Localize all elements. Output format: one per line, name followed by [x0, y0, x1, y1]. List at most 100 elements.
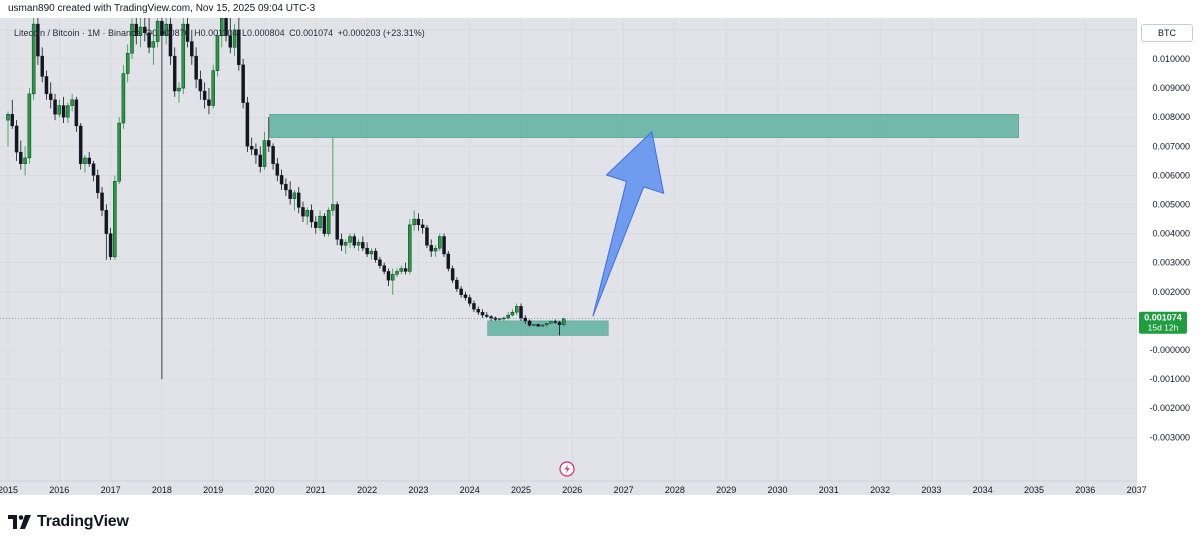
- candle-body: [275, 163, 280, 176]
- ohlc-high: H0.001104: [194, 28, 238, 38]
- arrow-shape[interactable]: [592, 130, 665, 317]
- chart-panel[interactable]: 0.0110000.0100000.0090000.0080000.007000…: [0, 18, 1200, 495]
- time-axis[interactable]: 2015 2016 2017 2018 2019 2020 2021 2022 2023 2024…: [0, 480, 1147, 495]
- candle-body: [322, 215, 327, 234]
- candle-body: [267, 140, 271, 147]
- candle-body: [361, 242, 365, 249]
- candle-body: [412, 218, 416, 226]
- candle-body: [245, 102, 250, 147]
- price-tick-label: 0.003000: [1152, 258, 1190, 268]
- candles: [6, 18, 566, 380]
- candle-body: [442, 236, 446, 255]
- candle-body: [19, 151, 23, 164]
- candle-body: [36, 23, 40, 57]
- candle-body: [399, 268, 404, 272]
- candle-body: [194, 55, 198, 80]
- price-axis[interactable]: 0.0110000.0100000.0090000.0080000.007000…: [1149, 25, 1190, 442]
- candle-body: [185, 23, 190, 42]
- price-tag-countdown: 15d 12h: [1148, 323, 1179, 333]
- tradingview-logo-icon: [8, 515, 31, 529]
- candle-body: [113, 181, 117, 258]
- candle-body: [382, 265, 386, 272]
- symbol-title[interactable]: Litecoin / Bitcoin · 1M · Binance: [14, 28, 141, 38]
- time-tick-label: 2032: [870, 485, 890, 495]
- candle-body: [78, 125, 83, 164]
- price-zone: [487, 320, 609, 336]
- candle-body: [271, 146, 275, 164]
- candle-body: [523, 317, 527, 322]
- candle-body: [305, 210, 309, 217]
- time-tick-label: 2025: [511, 485, 531, 495]
- time-tick-label: 2023: [408, 485, 428, 495]
- time-tick-label: 2017: [101, 485, 121, 495]
- price-tick-label: 0.010000: [1152, 54, 1190, 64]
- candle-body: [326, 210, 331, 234]
- candle-body: [485, 314, 489, 317]
- candle-body: [40, 55, 44, 77]
- candle-body: [284, 183, 288, 191]
- candle-body: [296, 192, 301, 208]
- time-tick-label: 2037: [1127, 485, 1147, 495]
- candle-body: [258, 154, 262, 167]
- candle-body: [343, 242, 348, 246]
- candle-body: [420, 224, 425, 228]
- candle-body: [557, 322, 562, 325]
- time-tick-label: 2016: [49, 485, 69, 495]
- candle-body: [373, 250, 378, 260]
- candle-body: [155, 20, 160, 42]
- candle-body: [160, 20, 164, 36]
- candle-body: [288, 189, 292, 199]
- candle-body: [168, 23, 173, 57]
- price-zone: [269, 113, 1019, 138]
- time-tick-label: 2035: [1024, 485, 1044, 495]
- candle-body: [489, 316, 493, 319]
- candle-body: [335, 204, 339, 240]
- candle-body: [553, 321, 557, 323]
- candle-body: [519, 306, 523, 319]
- candle-body: [70, 99, 74, 106]
- price-tick-label: 0.005000: [1152, 200, 1190, 210]
- candle-body: [510, 311, 515, 316]
- candle-body: [356, 242, 361, 246]
- candle-body: [66, 105, 70, 118]
- candle-body: [438, 236, 442, 249]
- candle-body: [540, 324, 545, 327]
- time-tick-label: 2031: [819, 485, 839, 495]
- projection-arrow[interactable]: [592, 130, 665, 317]
- currency-button[interactable]: BTC: [1141, 24, 1193, 42]
- candle-body: [91, 163, 96, 176]
- candle-body: [241, 64, 245, 103]
- footer-brand-name: TradingView: [37, 513, 129, 530]
- time-tick-label: 2034: [973, 485, 993, 495]
- candle-body: [96, 175, 100, 194]
- time-tick-label: 2024: [460, 485, 480, 495]
- candle-body: [497, 318, 502, 320]
- candle-body: [309, 210, 314, 223]
- lightning-icon[interactable]: [559, 461, 575, 477]
- candle-body: [237, 29, 241, 66]
- price-chart[interactable]: 0.0110000.0100000.0090000.0080000.007000…: [0, 18, 1200, 495]
- ohlc-change: +0.000203 (+23.31%): [337, 28, 425, 38]
- candle-body: [53, 99, 57, 115]
- candle-body: [416, 218, 421, 226]
- candle-body: [262, 140, 267, 167]
- candle-body: [10, 114, 14, 127]
- candle-body: [365, 247, 369, 255]
- candle-body: [61, 105, 66, 118]
- price-tick-label: -0.003000: [1149, 432, 1190, 442]
- time-tick-label: 2019: [203, 485, 223, 495]
- price-tick-label: 0.004000: [1152, 229, 1190, 239]
- candle-body: [493, 317, 498, 320]
- candle-body: [117, 122, 121, 182]
- candle-body: [331, 204, 335, 211]
- time-tick-label: 2022: [357, 485, 377, 495]
- candle-body: [318, 215, 322, 228]
- target-zones: [269, 113, 1019, 336]
- price-tag-box: [1139, 311, 1187, 334]
- candle-body: [549, 321, 553, 324]
- candle-body: [198, 79, 203, 92]
- candle-body: [211, 70, 215, 106]
- candle-body: [339, 239, 344, 246]
- candle-body: [476, 309, 481, 313]
- time-tick-label: 2030: [767, 485, 787, 495]
